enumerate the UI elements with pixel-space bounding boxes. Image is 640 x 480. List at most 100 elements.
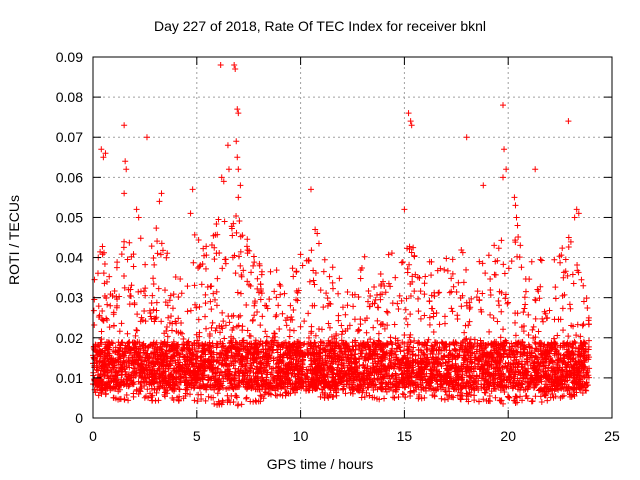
data-point <box>317 287 324 294</box>
data-point <box>358 264 365 271</box>
data-point <box>585 337 592 344</box>
data-point <box>468 295 475 302</box>
data-point <box>429 305 436 312</box>
data-point <box>367 292 374 299</box>
data-point <box>250 253 257 260</box>
data-point <box>111 287 118 294</box>
data-point <box>371 300 378 307</box>
data-point <box>271 288 278 295</box>
data-point <box>264 369 271 376</box>
data-point <box>492 271 499 278</box>
data-point <box>387 334 394 341</box>
data-point <box>165 314 172 321</box>
data-point <box>263 333 270 340</box>
data-point <box>212 296 218 303</box>
data-point <box>336 275 343 282</box>
data-point <box>328 333 335 340</box>
data-point <box>428 272 435 279</box>
data-point <box>262 328 269 335</box>
data-point <box>565 333 572 340</box>
data-point <box>417 347 424 354</box>
data-point <box>454 316 461 323</box>
data-point <box>254 308 261 315</box>
data-point <box>237 262 244 269</box>
data-point <box>517 350 524 357</box>
data-point <box>361 253 368 260</box>
data-point <box>237 290 244 297</box>
data-point <box>426 380 433 387</box>
data-point <box>528 398 535 405</box>
data-point <box>112 349 119 356</box>
data-point <box>136 387 143 394</box>
data-point <box>565 243 572 250</box>
data-point <box>415 308 422 315</box>
data-point <box>498 237 505 244</box>
data-point <box>332 352 339 359</box>
data-point <box>166 297 173 304</box>
data-point <box>343 357 350 364</box>
data-point <box>388 250 395 257</box>
data-point <box>273 294 280 301</box>
data-point <box>459 392 466 399</box>
data-point <box>247 333 254 340</box>
data-point <box>430 363 437 370</box>
data-point <box>346 322 353 329</box>
data-point <box>371 340 378 347</box>
data-point <box>100 249 107 256</box>
data-point <box>204 283 211 290</box>
data-point <box>569 356 576 363</box>
data-point <box>563 368 570 375</box>
data-point <box>142 379 149 386</box>
data-point <box>286 327 293 334</box>
data-point <box>272 313 279 320</box>
data-point <box>538 257 545 264</box>
data-point <box>240 267 247 274</box>
data-point <box>515 233 522 240</box>
data-point <box>334 364 341 371</box>
data-point <box>151 261 158 268</box>
data-point <box>159 247 166 254</box>
data-point <box>252 337 259 344</box>
data-point <box>244 327 251 334</box>
data-point <box>109 292 116 299</box>
data-point <box>95 313 102 320</box>
data-point <box>387 283 394 290</box>
data-point <box>494 318 501 325</box>
data-point <box>251 302 258 309</box>
data-point <box>134 327 141 334</box>
data-point <box>264 305 271 312</box>
data-point <box>308 330 315 337</box>
data-point <box>297 251 304 258</box>
data-point <box>389 387 396 394</box>
data-point <box>185 380 192 387</box>
data-point <box>191 382 198 389</box>
data-point <box>356 362 363 369</box>
data-point <box>574 321 581 328</box>
data-point <box>312 270 319 277</box>
data-point <box>142 292 149 299</box>
data-point <box>400 391 407 398</box>
data-point <box>342 311 349 318</box>
data-point <box>258 393 265 400</box>
grid-lines <box>93 57 612 418</box>
data-point <box>215 365 222 372</box>
data-point <box>243 302 250 309</box>
data-point <box>232 368 239 375</box>
data-point <box>221 335 228 342</box>
data-point <box>329 279 336 286</box>
data-point <box>361 354 368 361</box>
data-point <box>180 395 187 402</box>
data-point <box>198 281 205 288</box>
data-point <box>195 316 202 323</box>
data-point <box>277 291 284 298</box>
data-point <box>442 388 449 395</box>
data-point <box>325 320 332 327</box>
data-point <box>574 267 581 274</box>
data-point <box>133 326 140 333</box>
data-point <box>462 365 469 372</box>
data-point <box>299 383 306 390</box>
data-point <box>372 360 379 367</box>
data-point <box>221 218 228 225</box>
data-point <box>377 270 384 277</box>
data-point <box>225 313 232 320</box>
